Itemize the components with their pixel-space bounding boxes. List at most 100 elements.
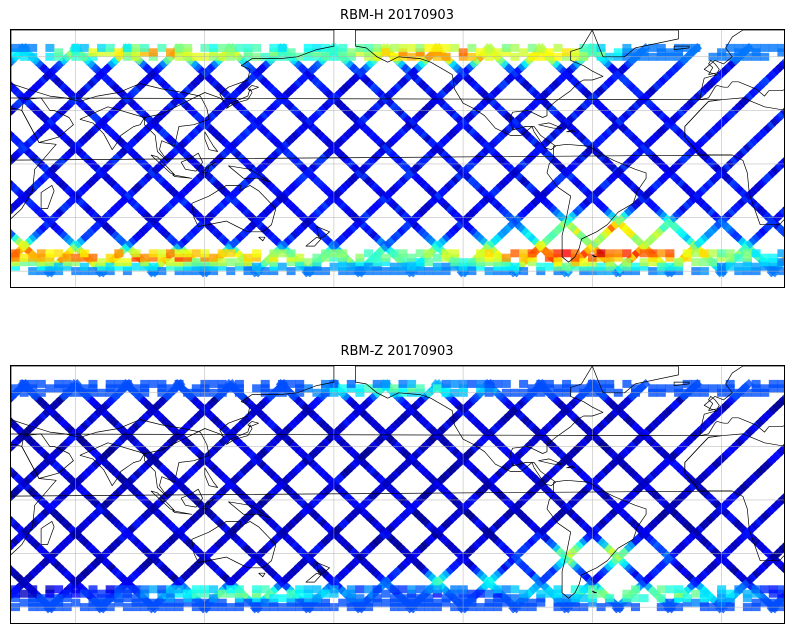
swath-cell	[191, 249, 201, 258]
swath-cell	[36, 249, 46, 258]
swath-cell	[622, 379, 632, 388]
swath-cell	[484, 384, 494, 393]
swath-cell	[432, 585, 442, 594]
swath-cell	[501, 379, 511, 388]
swath-cell	[88, 598, 98, 607]
swath-cell	[286, 594, 296, 603]
swath-cell	[338, 43, 348, 52]
swath-cell	[295, 598, 305, 607]
swath-cell	[45, 589, 55, 598]
swath-cell	[441, 262, 451, 271]
swath-cell	[631, 48, 640, 57]
swath-cell	[519, 48, 529, 57]
swath-cell	[389, 43, 399, 52]
swath-cell	[432, 253, 442, 262]
swath-cell	[381, 48, 391, 57]
swath-cell	[364, 262, 374, 271]
swath-cell	[217, 589, 227, 598]
swath-cell	[605, 262, 615, 271]
swath-cell	[226, 384, 236, 393]
swath-cell	[54, 48, 64, 57]
swath-cell	[191, 598, 201, 607]
swath-cell	[140, 43, 150, 52]
swath-cell	[183, 589, 193, 598]
swath-cell	[424, 249, 434, 258]
swath-cell	[252, 384, 262, 393]
swath-cell	[674, 258, 684, 267]
swath-cell	[656, 384, 666, 393]
swath-cell	[114, 262, 124, 271]
swath-cell	[54, 585, 64, 594]
swath-cell	[131, 253, 141, 262]
swath-cell	[476, 379, 485, 388]
coastline	[40, 185, 55, 209]
swath-cell	[209, 48, 219, 57]
swath-cell	[768, 258, 778, 267]
swath-cell	[441, 384, 451, 393]
swath-cell	[62, 262, 72, 271]
swath-cell	[140, 258, 150, 267]
swath-cell	[312, 43, 322, 52]
swath-cell	[54, 249, 64, 258]
swath-cell	[166, 48, 175, 57]
panel-title-rbm-h: RBM-H 20170903	[340, 8, 454, 23]
swath-cell	[166, 598, 175, 607]
swath-cell	[88, 384, 98, 393]
swath-cell	[346, 262, 356, 271]
swath-cell	[450, 589, 460, 598]
swath-cell	[303, 258, 313, 267]
swath-cell	[381, 258, 391, 267]
swath-cell	[355, 585, 365, 594]
swath-cell	[269, 594, 279, 603]
coastline	[546, 143, 647, 263]
swath-cell	[364, 598, 374, 607]
swath-cell	[691, 258, 701, 267]
swath-cell	[174, 585, 184, 594]
swath-cell	[415, 258, 425, 267]
swath-cell	[157, 384, 167, 393]
swath-cell	[36, 594, 46, 603]
swath-cell	[45, 585, 55, 594]
swath-cell	[355, 48, 365, 57]
swath-cell	[777, 155, 784, 169]
swath-cell	[740, 379, 754, 392]
swath-cell	[140, 253, 150, 262]
swath-cell	[432, 589, 442, 598]
swath-cell	[364, 249, 374, 258]
swath-cell	[88, 253, 98, 262]
swath-cell	[398, 48, 408, 57]
swath-cell	[346, 48, 356, 57]
swath-cell	[88, 585, 98, 594]
swath-cell	[166, 249, 175, 258]
swath-cell	[648, 43, 658, 52]
swath-cell	[166, 594, 175, 603]
swath-cell	[734, 43, 744, 52]
swath-cell	[277, 384, 287, 393]
swath-cell	[751, 262, 761, 271]
swath-cell	[570, 48, 580, 57]
swath-cell	[11, 589, 20, 598]
swath-cell	[622, 258, 632, 267]
swath-cell	[234, 258, 244, 267]
coastline	[202, 161, 216, 174]
swath-cell	[372, 585, 382, 594]
swath-cell	[742, 262, 752, 271]
swath-cell	[11, 253, 20, 262]
swath-cell	[166, 262, 175, 271]
swath-cell	[725, 262, 735, 271]
swath-cell	[544, 249, 554, 258]
swath-cell	[191, 589, 201, 598]
swath-cell	[527, 43, 537, 52]
swath-cell	[148, 48, 158, 57]
swath-cell	[760, 384, 770, 393]
swath-cell	[122, 594, 132, 603]
swath-cell	[553, 43, 563, 52]
swath-cell	[450, 262, 460, 271]
swath-cell	[424, 598, 434, 607]
swath-cell	[54, 262, 64, 271]
swath-cell	[183, 262, 193, 271]
swath-cell	[36, 253, 46, 262]
swath-cell	[760, 253, 770, 262]
swath-cell	[148, 262, 158, 271]
swath-cell	[88, 589, 98, 598]
